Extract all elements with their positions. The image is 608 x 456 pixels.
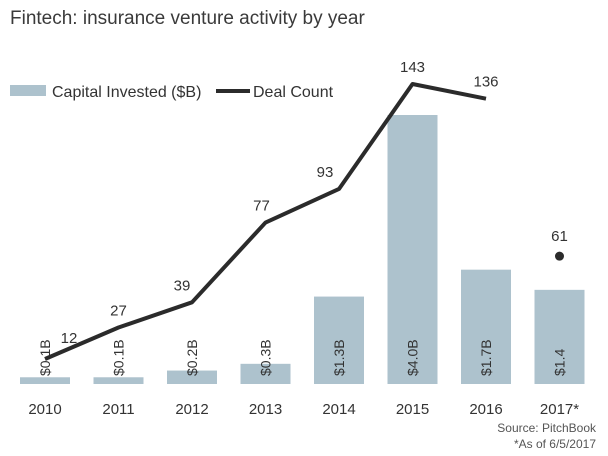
capital-bar-label: $1.4 [552,349,568,376]
bar-label-group: $0.1B $0.1B $0.2B $0.3B $1.3B $4.0B $1.7B $1.4 [37,339,568,376]
deal-count-point [555,251,564,261]
capital-bar-label: $0.1B [111,339,127,376]
x-tick-label: 2015 [396,401,429,418]
capital-bar-label: $0.2B [184,339,200,376]
x-tick-label: 2013 [249,401,282,418]
x-tick-label: 2014 [322,401,355,418]
legend-swatch-capital [10,85,46,96]
x-axis: 2010 2011 2012 2013 2014 2015 2016 2017* [28,401,579,418]
capital-bar [461,269,511,384]
chart-title: Fintech: insurance venture activity by y… [10,8,366,29]
deal-count-label: 61 [551,228,568,245]
deal-count-label: 39 [174,277,191,294]
deal-count-label: 12 [61,330,78,347]
x-tick-label: 2016 [469,401,502,418]
capital-bar [20,377,70,384]
footnote: *As of 6/5/2017 [514,437,596,451]
x-tick-label: 2017* [540,401,579,418]
capital-bar-label: $1.3B [331,339,347,376]
bar-group [20,115,585,384]
deal-count-line [44,82,487,361]
deal-label-group: 12 27 39 77 93 143 136 61 [61,59,568,347]
capital-bar-label: $0.3B [258,339,274,376]
capital-bar [167,370,217,384]
deal-count-label: 77 [253,198,270,215]
capital-bar [240,363,291,384]
capital-bar-label: $1.7B [478,339,494,376]
capital-bar [93,377,144,384]
source-note: Source: PitchBook [497,421,597,435]
capital-bar-label: $4.0B [405,339,421,376]
capital-bar [314,296,364,384]
legend: Capital Invested ($B) Deal Count [10,84,334,101]
deal-count-label: 136 [473,74,498,91]
legend-label-deals: Deal Count [253,84,334,101]
legend-label-capital: Capital Invested ($B) [52,84,201,101]
deal-count-label: 27 [110,303,127,320]
deal-count-label: 93 [317,164,334,181]
deal-line-group [44,82,564,361]
x-tick-label: 2011 [102,401,134,418]
deal-count-label: 143 [400,59,425,76]
x-tick-label: 2012 [175,401,208,418]
capital-bar [387,115,438,384]
capital-bar [534,289,585,384]
x-tick-label: 2010 [28,401,61,418]
